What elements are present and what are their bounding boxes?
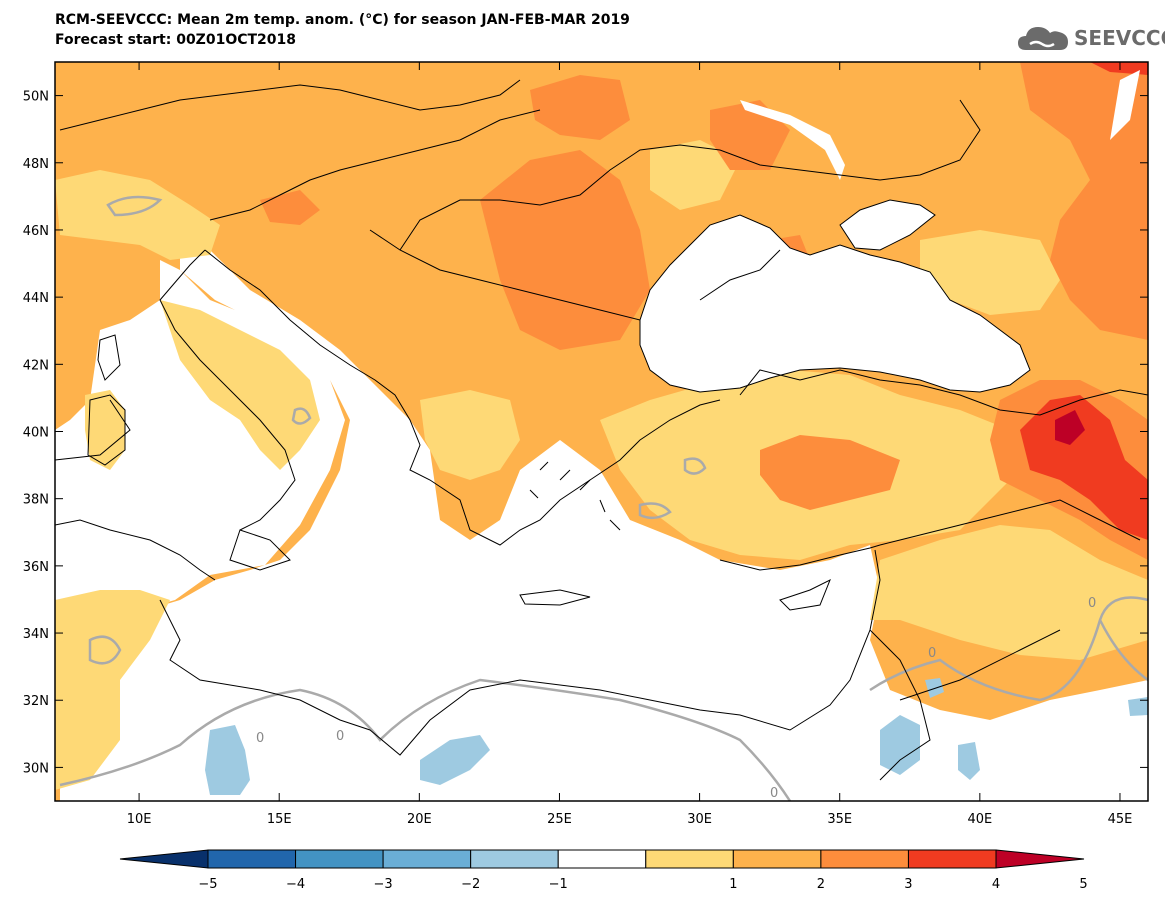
field-cold-saudi bbox=[958, 742, 980, 780]
white-streak-1 bbox=[740, 100, 845, 180]
axis-ticks: 10E 15E 20E 25E 30E 35E 40E 45E 50N 48N 46N 44N 42N 4… bbox=[23, 62, 1148, 827]
colorbar-label: 1 bbox=[729, 877, 737, 892]
anomaly-field bbox=[55, 62, 1148, 801]
colorbar-segment bbox=[470, 849, 559, 869]
colorbar-segment bbox=[732, 849, 822, 869]
field-neutral-sea bbox=[55, 250, 1148, 801]
lat-tick-label: 32N bbox=[23, 694, 49, 709]
field-3-4-anatolia bbox=[760, 435, 900, 510]
field-1-2-alps bbox=[55, 170, 220, 260]
field-1-2-sardinia bbox=[85, 390, 125, 470]
lon-tick-label: 15E bbox=[267, 812, 292, 827]
field-cold-east bbox=[1128, 697, 1148, 716]
field-cold-jordan bbox=[880, 715, 920, 775]
field-1-2-italy bbox=[160, 300, 320, 470]
lat-tick-label: 30N bbox=[23, 761, 49, 776]
contour-label: 0 bbox=[256, 731, 264, 746]
colorbar-segment bbox=[645, 849, 734, 869]
colorbar-label: 4 bbox=[992, 877, 1000, 892]
field-3-4-austria bbox=[260, 190, 320, 225]
contour-label: 0 bbox=[1088, 596, 1096, 611]
lat-tick-label: 34N bbox=[23, 627, 49, 642]
seevccc-logo: SEEVCCC bbox=[1016, 22, 1165, 56]
lat-tick-label: 42N bbox=[23, 358, 49, 373]
black-sea bbox=[639, 214, 1031, 393]
lat-tick-label: 40N bbox=[23, 426, 49, 441]
colorbar-label: −4 bbox=[286, 877, 305, 892]
contour-label: 0 bbox=[770, 786, 778, 801]
lon-tick-label: 35E bbox=[827, 812, 852, 827]
field-4-5-armenia bbox=[1020, 395, 1148, 540]
colorbar-arrow-low bbox=[119, 849, 209, 869]
colorbar-arrow-high bbox=[995, 849, 1085, 869]
colorbar-segment bbox=[907, 849, 997, 869]
colorbar-label: −3 bbox=[374, 877, 393, 892]
logo-text: SEEVCCC bbox=[1074, 26, 1165, 50]
field-3-4-romania bbox=[480, 150, 650, 350]
lon-tick-label: 25E bbox=[547, 812, 572, 827]
title-line-2: Forecast start: 00Z01OCT2018 bbox=[55, 32, 297, 48]
coastlines bbox=[55, 79, 1148, 781]
contour-label: 0 bbox=[928, 646, 936, 661]
colorbar-label: −2 bbox=[461, 877, 480, 892]
lat-tick-label: 46N bbox=[23, 224, 49, 239]
colorbar: −5 −4 −3 −2 −1 1 2 3 4 5 bbox=[119, 849, 1088, 892]
field-1-2-greece bbox=[420, 390, 520, 480]
field-3-4-poland bbox=[530, 75, 630, 140]
contour-label: 0 bbox=[336, 729, 344, 744]
colorbar-segment bbox=[207, 849, 297, 869]
colorbar-label: 3 bbox=[904, 877, 912, 892]
field-1-2-ukraine-south bbox=[650, 140, 740, 210]
colorbar-segment bbox=[382, 849, 472, 869]
colorbar-label: 2 bbox=[817, 877, 825, 892]
lat-tick-label: 50N bbox=[23, 90, 49, 105]
contour-labels: 0 0 0 0 0 bbox=[256, 596, 1096, 801]
field-cold-cyrenaica bbox=[420, 735, 490, 785]
colorbar-segment bbox=[820, 849, 909, 869]
lat-tick-label: 36N bbox=[23, 560, 49, 575]
white-streak-2 bbox=[1110, 70, 1140, 140]
field-4-5-armenia-core bbox=[1055, 410, 1085, 445]
colorbar-segment bbox=[557, 849, 647, 869]
field-4-5-north bbox=[1090, 62, 1148, 75]
figure-title: RCM-SEEVCCC: Mean 2m temp. anom. (°C) fo… bbox=[55, 10, 630, 50]
field-1-2-caucasus-north bbox=[920, 230, 1060, 315]
cloud-icon bbox=[1018, 27, 1068, 50]
lon-tick-label: 30E bbox=[687, 812, 712, 827]
colorbar-label: −5 bbox=[198, 877, 217, 892]
lon-tick-label: 45E bbox=[1108, 812, 1133, 827]
lon-tick-label: 20E bbox=[407, 812, 432, 827]
field-1-2-levant bbox=[870, 525, 1148, 660]
field-1-2-north-africa bbox=[55, 590, 170, 790]
azov-sea bbox=[839, 199, 936, 251]
lon-tick-label: 10E bbox=[127, 812, 152, 827]
title-line-1: RCM-SEEVCCC: Mean 2m temp. anom. (°C) fo… bbox=[55, 12, 630, 28]
field-cold-libya bbox=[205, 725, 250, 795]
zero-contours bbox=[59, 195, 1148, 801]
lat-tick-label: 44N bbox=[23, 291, 49, 306]
lat-tick-label: 38N bbox=[23, 493, 49, 508]
lat-tick-label: 48N bbox=[23, 157, 49, 172]
colorbar-segment bbox=[295, 849, 384, 869]
lon-tick-label: 40E bbox=[967, 812, 992, 827]
colorbar-label: 5 bbox=[1079, 877, 1087, 892]
colorbar-label: −1 bbox=[549, 877, 568, 892]
